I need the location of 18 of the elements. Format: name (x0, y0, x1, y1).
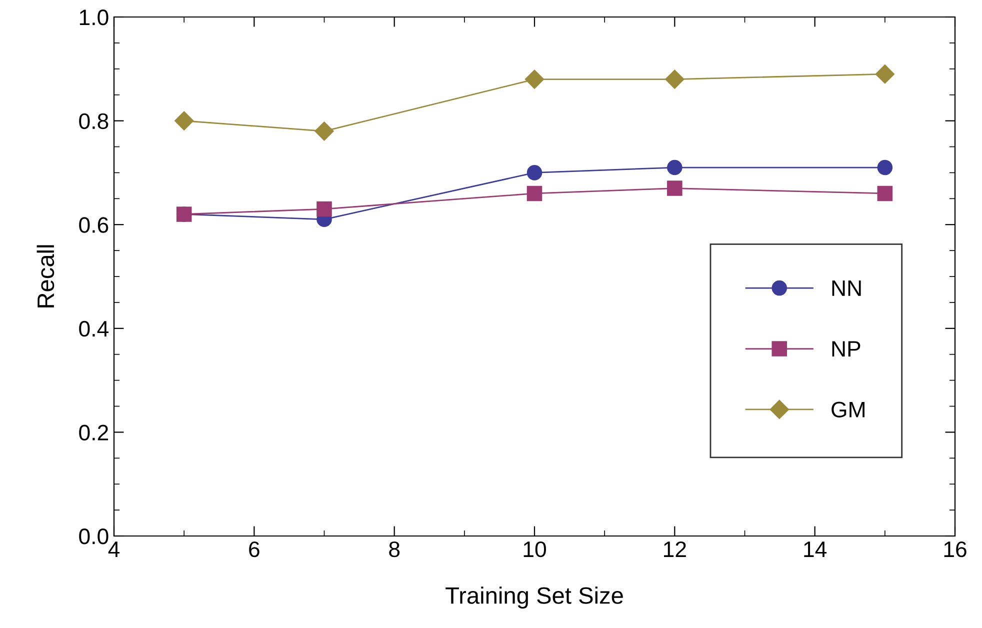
x-tick-label: 16 (944, 541, 966, 558)
y-tick-label: 0.4 (79, 320, 108, 337)
y-tick-label: 0.2 (79, 424, 108, 440)
y-tick-label: 0.6 (79, 217, 108, 233)
x-tick-label: 14 (804, 542, 827, 557)
y-axis-title: Recall (36, 245, 54, 308)
x-axis-title: Training Set Size (446, 586, 623, 609)
x-tick-label: 4 (108, 542, 120, 557)
y-tick-label: 0.8 (79, 113, 108, 130)
legend-label: NP (832, 341, 860, 357)
x-tick-label: 8 (389, 541, 400, 558)
x-tick-label: 6 (249, 541, 260, 558)
legend-label: NN (832, 280, 861, 296)
legend-label: GM (832, 402, 864, 418)
x-tick-label: 12 (664, 541, 686, 557)
y-tick-label: 1.0 (80, 10, 108, 26)
x-tick-label: 10 (524, 541, 546, 558)
y-tick-label: 0.0 (79, 528, 108, 544)
